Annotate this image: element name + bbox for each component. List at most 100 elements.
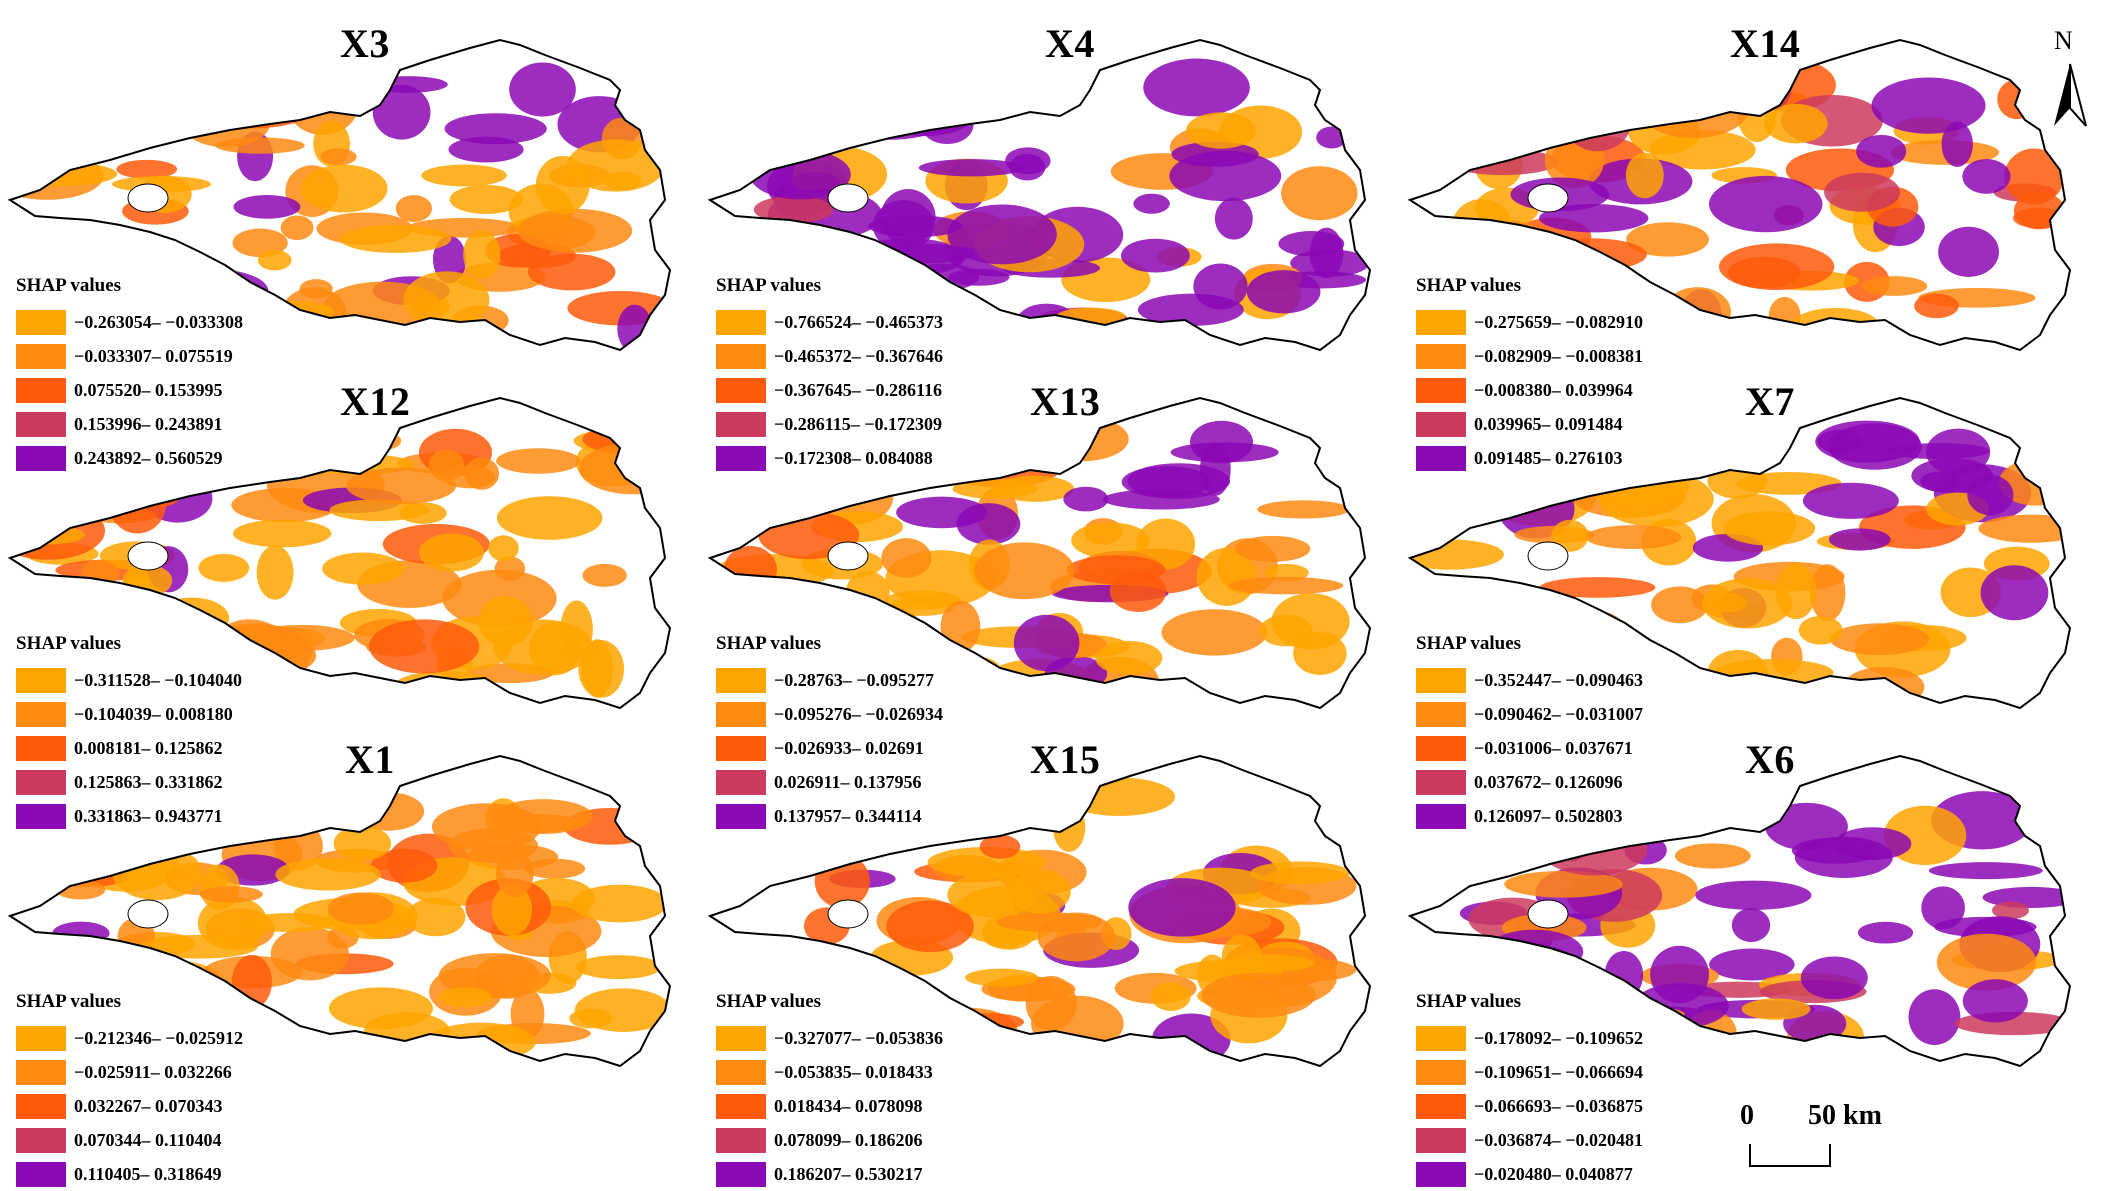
legend-item: −0.008380– 0.039964 <box>1416 373 1643 407</box>
shap-patch <box>954 657 1000 678</box>
shap-patch <box>1435 411 1514 471</box>
legend-title: SHAP values <box>16 991 122 1012</box>
legend-swatch <box>1416 735 1466 761</box>
legend-item: −0.104039– 0.008180 <box>16 697 242 731</box>
shap-patch <box>333 825 392 861</box>
panel-title: X14 <box>1730 21 1801 66</box>
shap-patch <box>1713 659 1834 687</box>
shap-patch <box>329 499 430 522</box>
shap-patch <box>1667 430 1773 459</box>
shap-patch <box>18 68 82 104</box>
legend-label: 0.037672– 0.126096 <box>1474 771 1623 792</box>
shap-patch <box>1472 113 1570 145</box>
region-outline <box>1407 754 2072 1068</box>
legend-swatch <box>716 1059 766 1085</box>
shap-patch <box>1625 152 1664 199</box>
legend-swatch <box>716 411 766 437</box>
panel-title: X6 <box>1745 737 1795 782</box>
legend-label: −0.352447– −0.090463 <box>1474 669 1644 690</box>
legend-item: −0.172308– 0.084088 <box>716 441 943 475</box>
shap-patch <box>1542 604 1586 628</box>
legend-item: 0.018434– 0.078098 <box>716 1089 943 1123</box>
legend-label: −0.178092– −0.109652 <box>1474 1027 1644 1048</box>
map-panel-x4: X4 SHAP values −0.766524– −0.465373 −0.4653… <box>700 20 1400 471</box>
shap-patch <box>582 563 627 587</box>
legend-item: 0.110405– 0.318649 <box>16 1157 243 1191</box>
shap-patch <box>1962 159 2011 194</box>
shap-patch <box>427 1022 536 1062</box>
map-panel-x7: X7 SHAP values −0.352447– −0.090463 −0.0904… <box>1400 378 2100 829</box>
shap-patch <box>280 215 314 241</box>
legend-swatch <box>16 735 66 761</box>
legend-label: 0.137957– 0.344114 <box>774 805 922 826</box>
shap-patch <box>617 304 653 350</box>
shap-patch <box>974 542 1075 600</box>
legend-title: SHAP values <box>1416 275 1522 296</box>
shap-patch <box>831 55 943 110</box>
shap-patch <box>1731 908 1771 943</box>
shap-patch <box>1651 586 1709 624</box>
shap-patch <box>952 478 1038 499</box>
legend-label: 0.243892– 0.560529 <box>74 447 223 468</box>
legend: SHAP values −0.327077– −0.053836 −0.053835… <box>716 991 943 1191</box>
legend-swatch <box>716 803 766 829</box>
shap-patch <box>927 429 965 486</box>
shap-patch <box>406 897 466 937</box>
shap-patch <box>1545 609 1621 636</box>
shap-patch <box>1539 577 1656 598</box>
shap-map <box>707 38 1372 352</box>
shap-patch <box>1483 787 1529 831</box>
shap-patch <box>403 271 490 329</box>
lake <box>1527 183 1569 213</box>
shap-patch <box>494 556 526 581</box>
shap-patch <box>772 479 869 501</box>
shap-patch <box>353 792 425 831</box>
shap-patch <box>517 208 633 253</box>
legend-title: SHAP values <box>1416 633 1522 654</box>
shap-patch <box>1857 921 1914 944</box>
region-outline <box>1407 38 2072 352</box>
scale-zero-label: 0 <box>1740 1100 1754 1131</box>
region-outline <box>707 396 1372 710</box>
legend-label: −0.066693– −0.036875 <box>1474 1095 1644 1116</box>
shap-patch <box>828 439 920 494</box>
shap-patch <box>1133 193 1170 214</box>
shap-patch <box>1830 623 1930 656</box>
shap-patch <box>1214 197 1253 240</box>
shap-patch <box>1128 878 1236 937</box>
shap-patch <box>1585 525 1682 550</box>
shap-patch <box>464 457 500 490</box>
shap-patch <box>369 619 480 674</box>
shap-patch <box>496 850 534 898</box>
legend-swatch <box>716 377 766 403</box>
shap-patch <box>824 101 865 138</box>
scale-bar: 0 50 km <box>1740 1100 2080 1170</box>
legend-swatch <box>716 1127 766 1153</box>
legend-item: −0.033307– 0.075519 <box>16 339 243 373</box>
shap-patch <box>463 229 501 280</box>
shap-patch <box>1227 577 1344 595</box>
shap-patch <box>1120 238 1190 273</box>
shap-patch <box>1196 547 1257 606</box>
shap-patch <box>1800 956 1868 1000</box>
shap-patch <box>1316 126 1348 149</box>
shap-map <box>707 396 1372 710</box>
legend-label: −0.286115– −0.172309 <box>774 413 943 434</box>
shap-patch <box>1443 102 1554 137</box>
legend-swatch <box>716 343 766 369</box>
legend-swatch <box>1416 411 1466 437</box>
legend-item: 0.070344– 0.110404 <box>16 1123 243 1157</box>
shap-patch <box>1063 777 1176 816</box>
shap-patch <box>1095 640 1163 676</box>
panel-title: X1 <box>345 737 395 782</box>
shap-patch <box>432 235 467 284</box>
shap-patch <box>232 519 332 548</box>
legend-swatch <box>1416 1127 1466 1153</box>
shap-patch <box>1143 58 1250 117</box>
legend-item: −0.465372– −0.367646 <box>716 339 943 373</box>
legend-item: −0.025911– 0.032266 <box>16 1055 243 1089</box>
legend-item: −0.311528– −0.104040 <box>16 663 242 697</box>
legend-label: 0.070344– 0.110404 <box>74 1129 222 1150</box>
shap-patch <box>571 884 668 923</box>
shap-patch <box>1639 311 1739 335</box>
